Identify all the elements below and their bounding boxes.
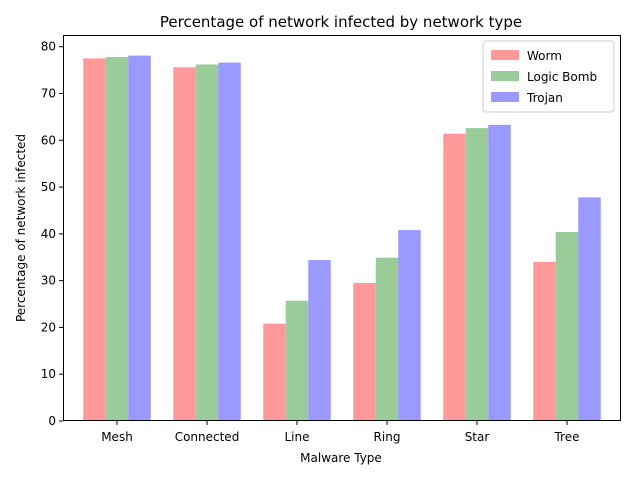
x-tick-label-ring: Ring bbox=[374, 430, 401, 444]
legend-swatch-logic-bomb bbox=[491, 71, 519, 81]
legend: Worm Logic Bomb Trojan bbox=[482, 40, 615, 113]
bar-logic-bomb-ring bbox=[375, 257, 399, 421]
bar-worm-line bbox=[263, 323, 286, 421]
y-tick-label: 40 bbox=[41, 227, 56, 241]
y-tick-label: 20 bbox=[41, 320, 56, 334]
plot-frame bbox=[63, 35, 621, 421]
bar-logic-bomb-mesh bbox=[105, 56, 129, 422]
legend-label-trojan: Trojan bbox=[526, 91, 563, 105]
x-axis-ticks: Mesh Connected Line Ring Star Tree bbox=[101, 421, 580, 444]
x-tick-label-tree: Tree bbox=[553, 430, 579, 444]
y-axis-ticks: 0 10 20 30 40 50 60 70 80 bbox=[41, 40, 63, 428]
y-tick-label: 50 bbox=[41, 180, 56, 194]
bar-trojan-line bbox=[308, 260, 331, 421]
y-tick-label: 60 bbox=[41, 133, 56, 147]
bar-worm-tree bbox=[533, 261, 556, 421]
bar-trojan-mesh bbox=[128, 55, 151, 421]
bar-trojan-ring bbox=[398, 230, 421, 421]
bar-trojan-connected bbox=[218, 62, 241, 421]
chart-title: Percentage of network infected by networ… bbox=[160, 13, 522, 31]
bar-logic-bomb-line bbox=[285, 300, 309, 421]
x-tick-label-line: Line bbox=[284, 430, 309, 444]
y-axis-label: Percentage of network infected bbox=[14, 134, 28, 322]
legend-swatch-trojan bbox=[491, 92, 519, 102]
bar-worm-connected bbox=[173, 67, 196, 422]
y-tick-label: 0 bbox=[48, 414, 56, 428]
x-tick-label-mesh: Mesh bbox=[101, 430, 133, 444]
legend-swatch-worm bbox=[491, 50, 519, 60]
legend-label-logic-bomb: Logic Bomb bbox=[527, 70, 597, 84]
bar-logic-bomb-star bbox=[465, 128, 489, 421]
bar-trojan-tree bbox=[578, 197, 601, 421]
y-tick-label: 80 bbox=[41, 40, 56, 54]
x-tick-label-connected: Connected bbox=[175, 430, 240, 444]
bar-worm-mesh bbox=[83, 58, 106, 421]
x-tick-label-star: Star bbox=[465, 430, 490, 444]
legend-label-worm: Worm bbox=[527, 49, 562, 63]
bars-group bbox=[83, 55, 601, 422]
bar-logic-bomb-connected bbox=[195, 64, 219, 421]
bar-worm-star bbox=[443, 133, 466, 422]
y-tick-label: 70 bbox=[41, 86, 56, 100]
y-tick-label: 10 bbox=[41, 367, 56, 381]
y-tick-label: 30 bbox=[41, 274, 56, 288]
bar-trojan-star bbox=[488, 124, 511, 421]
bar-worm-ring bbox=[353, 282, 376, 421]
x-axis-label: Malware Type bbox=[300, 451, 382, 465]
bar-logic-bomb-tree bbox=[555, 231, 579, 421]
